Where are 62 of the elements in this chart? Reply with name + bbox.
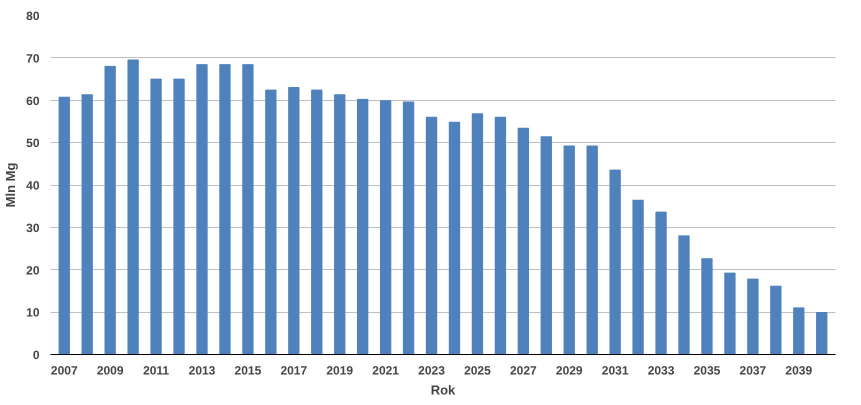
y-tick-label: 30: [26, 220, 40, 235]
y-tick-label: 70: [26, 51, 40, 66]
bar: [380, 100, 392, 354]
y-tick-label: 10: [26, 306, 40, 320]
x-tick-label: 2017: [280, 364, 308, 378]
bar: [219, 64, 231, 354]
bar: [609, 170, 621, 354]
bar: [58, 96, 70, 354]
bar: [104, 66, 116, 354]
x-tick-label: 2025: [464, 364, 492, 378]
x-tick-label: 2011: [143, 364, 170, 378]
x-tick-label: 2029: [556, 364, 583, 378]
x-tick-label: 2037: [740, 364, 767, 378]
bar: [426, 116, 438, 354]
x-tick-label: 2013: [188, 364, 216, 378]
bar: [472, 113, 484, 354]
y-axis-title: Mln Mg: [3, 162, 18, 208]
bar: [724, 272, 736, 354]
x-tick-label: 2019: [326, 364, 354, 378]
bar: [265, 90, 277, 354]
bar: [311, 90, 322, 354]
bar: [173, 78, 185, 354]
bar: [127, 59, 139, 354]
bar: [747, 278, 759, 354]
y-tick-label: 0: [32, 348, 40, 362]
x-axis-title: Rok: [430, 382, 456, 398]
bar: [518, 128, 529, 354]
bar: [770, 286, 782, 354]
bar: [816, 312, 828, 354]
x-tick-label: 2033: [648, 364, 675, 378]
x-tick-label: 2023: [418, 364, 446, 378]
x-tick-label: 2039: [785, 364, 812, 378]
bar: [564, 146, 575, 354]
y-tick-label: 80: [26, 9, 40, 23]
bar: [82, 94, 93, 354]
bar: [678, 235, 690, 354]
y-tick-label: 60: [26, 94, 40, 108]
bar: [150, 78, 162, 354]
bar: [494, 116, 506, 354]
y-tick-label: 20: [26, 263, 40, 278]
y-tick-label: 50: [26, 136, 40, 150]
bar: [334, 94, 346, 354]
x-tick-label: 2009: [96, 364, 124, 378]
bar: [793, 307, 804, 354]
bar: [357, 98, 368, 354]
bar: [632, 200, 644, 354]
bar: [655, 212, 667, 354]
x-tick-label: 2015: [234, 364, 262, 378]
bar: [448, 122, 460, 354]
bar: [540, 136, 552, 354]
bar: [288, 87, 300, 354]
x-tick-label: 2035: [694, 364, 721, 378]
bar: [701, 258, 713, 354]
y-tick-label: 40: [26, 178, 40, 192]
x-tick-label: 2021: [372, 364, 400, 378]
bar: [242, 64, 254, 354]
bar: [402, 101, 414, 354]
x-tick-label: 2007: [50, 364, 78, 378]
bar: [586, 146, 598, 354]
x-tick-label: 2027: [510, 364, 538, 378]
bar: [196, 64, 208, 354]
x-tick-label: 2031: [602, 364, 629, 378]
